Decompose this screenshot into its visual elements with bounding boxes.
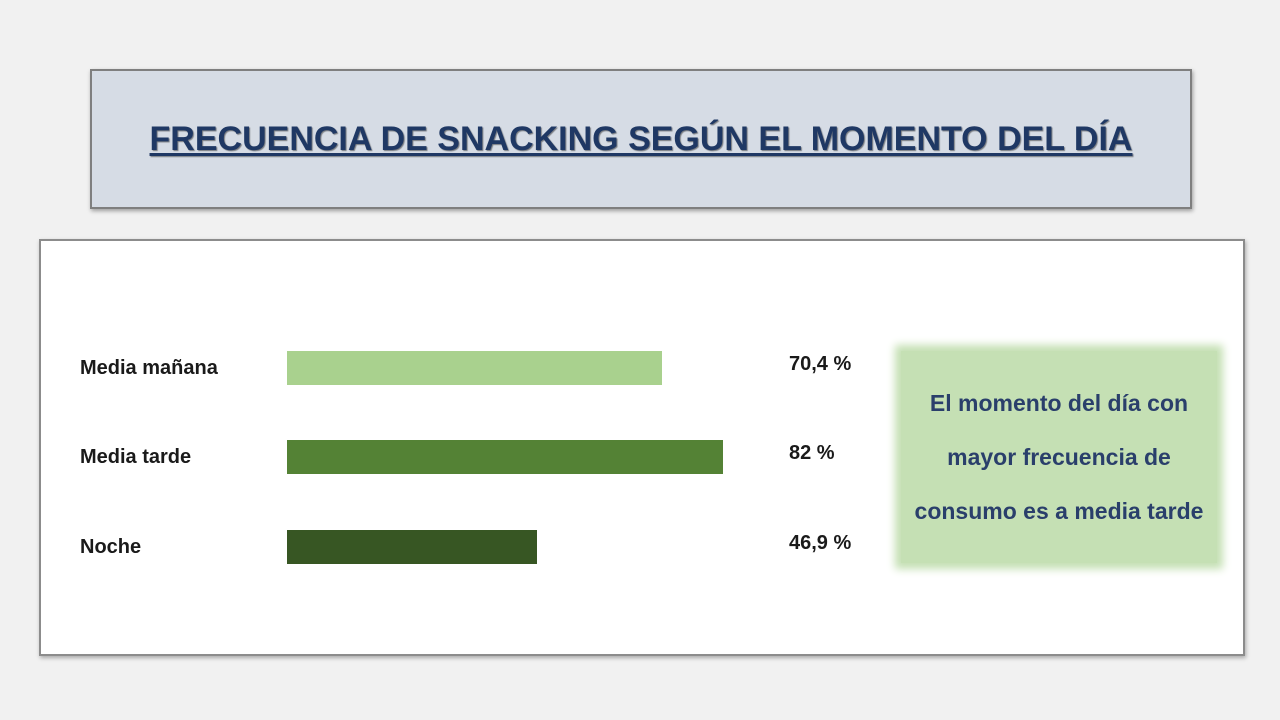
bar xyxy=(287,351,662,385)
callout-text: El momento del día con mayor frecuencia … xyxy=(914,390,1204,524)
category-label: Noche xyxy=(80,536,142,558)
value-label: 70,4 % xyxy=(789,353,852,375)
value-label: 82 % xyxy=(789,442,835,464)
value-label: 46,9 % xyxy=(789,532,852,554)
bar xyxy=(287,530,537,564)
callout-box: El momento del día con mayor frecuencia … xyxy=(901,351,1217,563)
slide-title: FRECUENCIA DE SNACKING SEGÚN EL MOMENTO … xyxy=(149,120,1133,158)
title-box: FRECUENCIA DE SNACKING SEGÚN EL MOMENTO … xyxy=(90,69,1192,209)
bar xyxy=(287,440,723,474)
category-label: Media tarde xyxy=(80,446,192,468)
category-label: Media mañana xyxy=(80,357,218,379)
chart-panel: El momento del día con mayor frecuencia … xyxy=(39,239,1245,656)
